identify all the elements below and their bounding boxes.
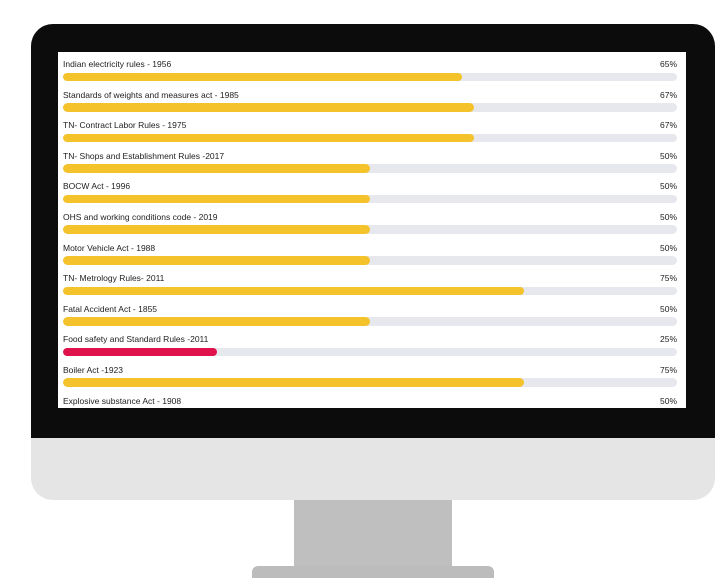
progress-track: [63, 72, 677, 81]
compliance-label: BOCW Act - 1996: [63, 181, 131, 192]
progress-track: [63, 225, 677, 234]
compliance-label: TN- Shops and Establishment Rules -2017: [63, 150, 225, 161]
progress-fill: [63, 103, 475, 112]
compliance-row: TN- Shops and Establishment Rules -2017 …: [63, 151, 677, 182]
progress-fill: [63, 194, 370, 204]
compliance-percent: 50%: [659, 303, 677, 314]
compliance-label: TN- Contract Labor Rules - 1975: [63, 120, 187, 131]
compliance-label: Standards of weights and measures act - …: [63, 89, 239, 100]
compliance-row: Motor Vehicle Act - 1988 50%: [63, 243, 677, 274]
progress-track: [63, 133, 677, 143]
compliance-row: Explosive substance Act - 1908 50%: [63, 396, 677, 408]
progress-track: [63, 317, 677, 326]
compliance-row: Food safety and Standard Rules -2011 25%: [63, 334, 677, 365]
compliance-row: Fatal Accident Act - 1855 50%: [63, 304, 677, 335]
compliance-percent: 65%: [659, 59, 677, 69]
progress-fill: [63, 72, 463, 81]
compliance-row: Boiler Act -1923 75%: [63, 365, 677, 396]
progress-fill: [63, 286, 524, 296]
progress-track: [63, 286, 677, 296]
compliance-row: OHS and working conditions code - 2019 5…: [63, 212, 677, 243]
compliance-percent: 75%: [659, 273, 677, 284]
compliance-percent: 25%: [659, 334, 677, 345]
monitor-stand-base: [252, 566, 494, 578]
progress-fill: [63, 164, 370, 173]
compliance-percent: 50%: [659, 211, 677, 222]
progress-fill: [63, 225, 370, 234]
progress-track: [63, 194, 677, 204]
progress-track: [63, 378, 677, 387]
progress-fill: [63, 256, 370, 265]
compliance-label: Boiler Act -1923: [63, 364, 124, 375]
monitor-chin: [31, 438, 715, 500]
compliance-label: OHS and working conditions code - 2019: [63, 211, 218, 222]
compliance-label: Motor Vehicle Act - 1988: [63, 242, 156, 253]
progress-fill: [63, 317, 370, 326]
compliance-percent: 75%: [659, 364, 677, 375]
compliance-label: Food safety and Standard Rules -2011: [63, 334, 209, 345]
compliance-percent: 50%: [659, 242, 677, 253]
progress-fill: [63, 378, 524, 387]
compliance-label: Indian electricity rules - 1956: [63, 59, 172, 69]
compliance-label: TN- Metrology Rules- 2011: [63, 273, 165, 284]
progress-track: [63, 256, 677, 265]
compliance-percent: 50%: [659, 395, 677, 406]
progress-fill: [63, 133, 475, 143]
progress-track: [63, 164, 677, 173]
compliance-row: Standards of weights and measures act - …: [63, 90, 677, 121]
compliance-row: Indian electricity rules - 1956 65%: [63, 59, 677, 90]
compliance-row: BOCW Act - 1996 50%: [63, 181, 677, 212]
compliance-percent: 50%: [659, 150, 677, 161]
progress-track: [63, 103, 677, 112]
compliance-row: TN- Metrology Rules- 2011 75%: [63, 273, 677, 304]
compliance-percent: 67%: [659, 89, 677, 100]
monitor-stand-neck: [294, 500, 452, 568]
compliance-list: Indian electricity rules - 1956 65% Stan…: [63, 59, 677, 408]
progress-track: [63, 347, 677, 357]
screen: Indian electricity rules - 1956 65% Stan…: [58, 52, 686, 408]
compliance-percent: 50%: [659, 181, 677, 192]
compliance-percent: 67%: [659, 120, 677, 131]
compliance-label: Fatal Accident Act - 1855: [63, 303, 158, 314]
compliance-row: TN- Contract Labor Rules - 1975 67%: [63, 120, 677, 151]
progress-fill: [63, 347, 217, 357]
compliance-label: Explosive substance Act - 1908: [63, 395, 182, 406]
